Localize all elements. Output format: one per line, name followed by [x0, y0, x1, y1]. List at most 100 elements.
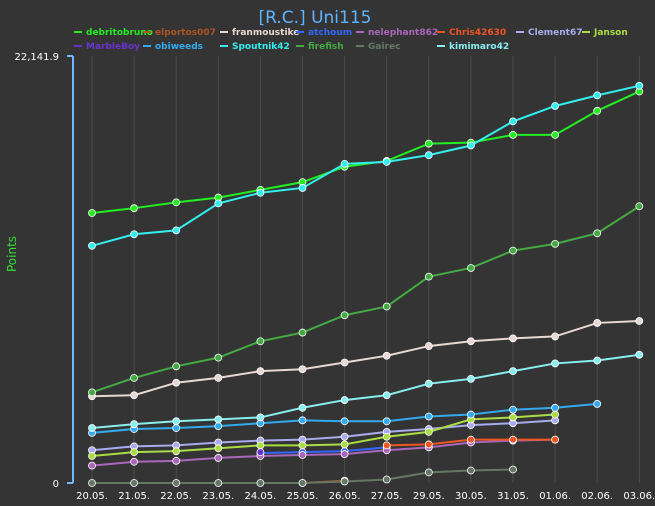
- data-point: [509, 367, 517, 376]
- x-tick-label: 26.05.: [329, 491, 361, 502]
- legend-label: Gairec: [368, 42, 400, 52]
- x-tick-label: 27.05.: [371, 491, 403, 502]
- legend-label: Chris42630: [449, 28, 506, 38]
- data-point: [298, 441, 307, 450]
- data-point: [130, 479, 139, 487]
- data-point: [551, 403, 559, 412]
- data-point: [298, 403, 307, 412]
- data-point: [256, 188, 265, 197]
- x-tick-label: 31.05.: [497, 491, 529, 502]
- series-obiweeds: [88, 400, 602, 437]
- data-point: [340, 159, 349, 168]
- legend-entry: obiweeds: [143, 42, 203, 52]
- data-point: [424, 379, 433, 388]
- data-point: [466, 337, 475, 346]
- data-point: [256, 367, 265, 376]
- data-point: [340, 440, 349, 449]
- data-point: [298, 184, 307, 192]
- data-point: [382, 391, 391, 400]
- series-kimimaro42: [88, 350, 644, 432]
- data-point: [172, 447, 181, 456]
- data-point: [172, 456, 181, 465]
- data-point: [298, 479, 307, 487]
- data-point: [424, 468, 433, 477]
- legend-entry: Clement67: [516, 28, 583, 38]
- data-point: [130, 457, 139, 466]
- data-point: [382, 417, 391, 426]
- data-point: [298, 328, 307, 337]
- data-point: [214, 454, 223, 462]
- series-franmoustike: [88, 317, 644, 401]
- data-point: [466, 374, 475, 383]
- legend-entry: MarbleBoy: [74, 42, 140, 52]
- data-point: [88, 241, 96, 250]
- series-Chris42630: [382, 435, 559, 450]
- data-point: [551, 102, 559, 110]
- legend-label: MarbleBoy: [86, 42, 140, 52]
- data-point: [593, 229, 602, 238]
- data-point: [509, 246, 517, 255]
- legend-entry: atchoum: [296, 28, 352, 38]
- data-point: [635, 81, 644, 90]
- data-point: [382, 475, 391, 484]
- data-point: [214, 422, 223, 431]
- data-point: [509, 435, 517, 444]
- data-point: [88, 209, 96, 217]
- data-point: [172, 378, 181, 387]
- data-point: [256, 448, 265, 457]
- data-point: [340, 311, 349, 320]
- series-line: [91, 413, 556, 457]
- data-point: [509, 405, 517, 414]
- data-point: [340, 450, 349, 458]
- legend-entry: Janson: [582, 28, 628, 38]
- data-point: [593, 319, 602, 327]
- data-point: [593, 91, 602, 100]
- data-point: [88, 388, 96, 397]
- data-point: [88, 424, 96, 432]
- data-point: [298, 416, 307, 425]
- x-tick-label: 22.05.: [160, 491, 192, 502]
- data-point: [130, 420, 139, 429]
- legend-label: Janson: [593, 28, 628, 38]
- data-point: [340, 358, 349, 367]
- data-point: [466, 264, 475, 272]
- data-point: [172, 226, 181, 235]
- data-point: [340, 477, 349, 486]
- series-line: [91, 84, 640, 247]
- data-point: [466, 466, 475, 475]
- series-line: [91, 320, 640, 398]
- data-point: [382, 432, 391, 441]
- data-point: [214, 479, 223, 487]
- series-line: [91, 438, 556, 467]
- data-point: [466, 435, 475, 444]
- data-point: [424, 440, 433, 449]
- data-point: [214, 353, 223, 362]
- data-point: [340, 396, 349, 404]
- data-point: [298, 451, 307, 459]
- x-tick-label: 30.05.: [455, 491, 487, 502]
- data-point: [340, 432, 349, 441]
- data-point: [130, 230, 139, 239]
- legend-entry: Gairec: [356, 42, 400, 52]
- legend-label: atchoum: [308, 28, 352, 38]
- legend-entry: nelephant862: [356, 28, 438, 38]
- data-point: [466, 141, 475, 150]
- series-line: [91, 205, 640, 394]
- data-point: [256, 337, 265, 346]
- data-point: [214, 373, 223, 382]
- y-tick-label-max: 22,141.9: [14, 52, 59, 63]
- legend-entry: debritobruno: [74, 28, 153, 38]
- x-tick-label: 01.06.: [539, 491, 571, 502]
- legend-label: franmoustike: [232, 28, 299, 38]
- x-tick-label: 02.06.: [581, 491, 613, 502]
- data-point: [214, 444, 223, 453]
- data-point: [593, 106, 602, 115]
- x-tick-label: 03.06.: [623, 491, 655, 502]
- data-point: [509, 465, 517, 474]
- legend-label: obiweeds: [155, 42, 203, 52]
- data-point: [509, 117, 517, 126]
- data-point: [130, 448, 139, 457]
- x-tick-label: 25.05.: [287, 491, 319, 502]
- data-point: [466, 410, 475, 419]
